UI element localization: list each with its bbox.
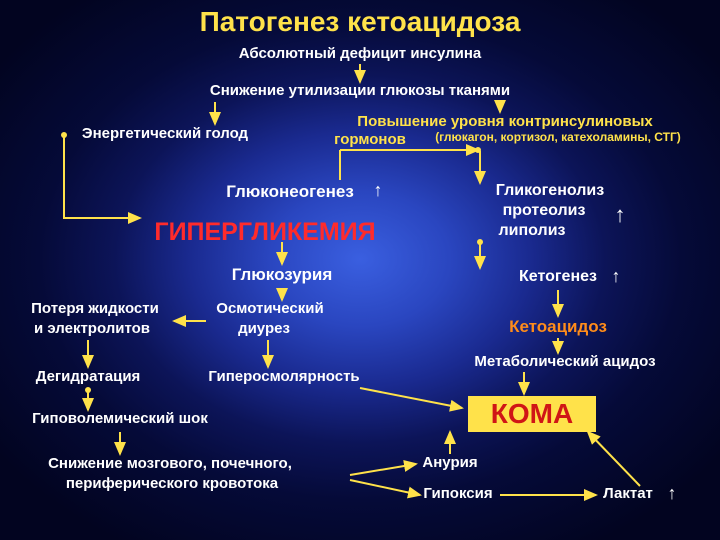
node-n10b: и электролитов [0,320,192,337]
node-n11b: диурез [194,320,334,337]
node-n16: Гиповолемический шок [0,410,250,427]
node-n1: Абсолютный дефицит инсулина [190,45,530,62]
node-n20: Гипоксия [398,485,518,502]
node-n2: Снижение утилизации глюкозы тканями [150,82,570,99]
node-n18b: периферического кровотока [2,475,342,492]
node-n21u: ↑ [662,483,682,504]
node-n11: Осмотический [180,300,360,317]
node-n10: Потеря жидкости [0,300,195,317]
diagram-title: Патогенез кетоацидоза [0,6,720,38]
node-n7: Глюкозурия [202,265,362,285]
node-n18: Снижение мозгового, почечного, [0,455,340,472]
node-n8b: протеолиз [464,202,624,220]
node-n12: Кетоацидоз [478,317,638,337]
node-n13: Метаболический ацидоз [445,353,685,370]
node-n15: Гиперосмолярность [174,368,394,385]
node-n5u: ↑ [368,180,388,201]
node-n8u: ↑ [610,202,630,227]
diagram-stage: Патогенез кетоацидоза Абсолютный дефицит… [0,0,720,540]
node-n4c: (глюкагон, кортизол, катехоламины, СТГ) [388,131,720,145]
title-text: Патогенез кетоацидоза [200,6,521,37]
node-n14: Дегидратация [8,368,168,385]
koma-box: КОМА [468,396,596,432]
node-n19: Анурия [400,454,500,471]
node-n5: Глюконеогенез [200,182,380,202]
node-n8: Гликогенолиз [460,182,640,200]
koma-text: КОМА [491,398,573,430]
node-n8c: липолиз [452,222,612,240]
node-n6: ГИПЕРГЛИКЕМИЯ [125,218,405,247]
node-n3: Энергетический голод [55,125,275,142]
node-n9u: ↑ [606,266,626,287]
node-n4a: Повышение уровня контринсулиновых [300,113,710,130]
